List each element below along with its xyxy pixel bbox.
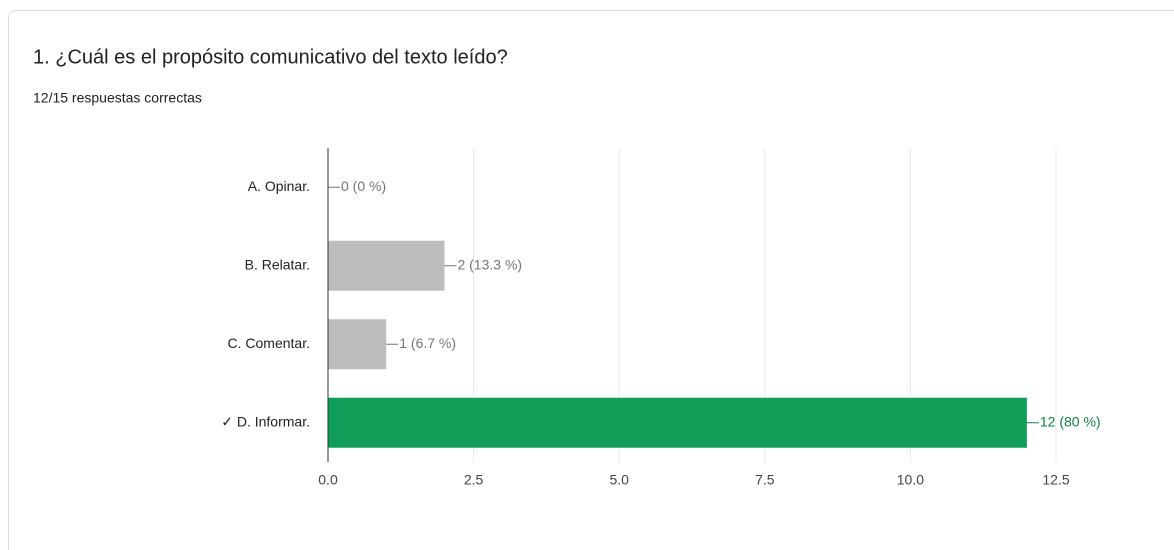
chart-subtitle: 12/15 respuestas correctas: [33, 90, 202, 106]
value-label: 2 (13.3 %): [457, 256, 522, 272]
value-label: 1 (6.7 %): [399, 335, 456, 351]
x-tick-label: 7.5: [755, 472, 775, 488]
y-tick-label: B. Relatar.: [245, 256, 310, 272]
x-tick-label: 10.0: [897, 472, 924, 488]
y-tick-label: ✓ D. Informar.: [221, 413, 310, 429]
x-tick-label: 0.0: [318, 472, 338, 488]
bar: [328, 240, 445, 291]
value-label: 0 (0 %): [341, 178, 386, 194]
chart-title: 1. ¿Cuál es el propósito comunicativo de…: [33, 46, 508, 68]
value-label: 12 (80 %): [1040, 413, 1101, 429]
x-tick-label: 12.5: [1042, 472, 1069, 488]
bar: [328, 319, 387, 370]
y-tick-label: A. Opinar.: [248, 178, 310, 194]
y-tick-label: C. Comentar.: [228, 335, 310, 351]
x-tick-label: 5.0: [609, 472, 629, 488]
bar: [328, 397, 1027, 448]
x-tick-label: 2.5: [464, 472, 484, 488]
